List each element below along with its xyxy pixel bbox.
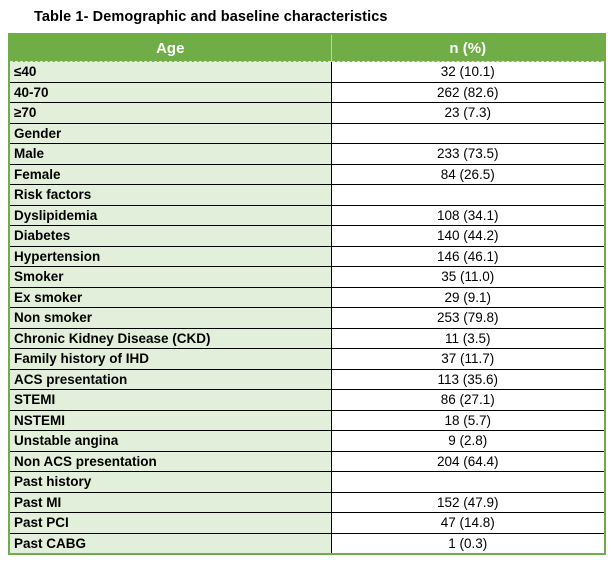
row-label: Unstable angina <box>9 430 332 452</box>
row-value <box>331 123 605 144</box>
row-value <box>331 471 605 493</box>
table-row: Past history <box>9 471 605 493</box>
row-label: Non ACS presentation <box>9 451 332 472</box>
table-row: STEMI 86 (27.1) <box>9 389 605 411</box>
row-value: 262 (82.6) <box>331 82 605 103</box>
table-row: Past CABG 1 (0.3) <box>9 533 605 554</box>
table-row: Family history of IHD 37 (11.7) <box>9 348 605 370</box>
row-value: 1 (0.3) <box>331 533 605 554</box>
row-label: STEMI <box>9 389 332 411</box>
row-value: 47 (14.8) <box>331 512 605 534</box>
row-value: 18 (5.7) <box>331 410 605 431</box>
row-value: 204 (64.4) <box>331 451 605 472</box>
row-label: ≤40 <box>9 61 332 83</box>
row-label: Gender <box>9 123 332 144</box>
row-value: 152 (47.9) <box>331 492 605 513</box>
row-label: 40-70 <box>9 82 332 103</box>
row-value: 84 (26.5) <box>331 164 605 185</box>
row-value: 113 (35.6) <box>331 369 605 390</box>
table-row: Gender <box>9 123 605 144</box>
table-row: ≤40 32 (10.1) <box>9 61 605 83</box>
row-label: Smoker <box>9 266 332 288</box>
column-header-age: Age <box>9 34 332 62</box>
table-row: Female 84 (26.5) <box>9 164 605 185</box>
row-label: Past MI <box>9 492 332 513</box>
row-label: Family history of IHD <box>9 348 332 370</box>
table-row: Smoker 35 (11.0) <box>9 266 605 288</box>
table-row: Past PCI 47 (14.8) <box>9 512 605 534</box>
column-header-n-percent: n (%) <box>331 34 605 62</box>
row-value: 37 (11.7) <box>331 348 605 370</box>
table-row: ACS presentation 113 (35.6) <box>9 369 605 390</box>
table-row: Non smoker 253 (79.8) <box>9 307 605 329</box>
table-body: ≤40 32 (10.1) 40-70 262 (82.6) ≥70 23 (7.3) Ge… <box>9 61 605 554</box>
row-value: 11 (3.5) <box>331 328 605 349</box>
row-label: Female <box>9 164 332 185</box>
row-value: 23 (7.3) <box>331 102 605 124</box>
header-row: Age n (%) <box>9 34 605 62</box>
table-row: Unstable angina 9 (2.8) <box>9 430 605 452</box>
page: Table 1- Demographic and baseline charac… <box>0 9 612 567</box>
table-row: Ex smoker 29 (9.1) <box>9 287 605 308</box>
table-row: Risk factors <box>9 184 605 206</box>
row-value: 140 (44.2) <box>331 225 605 247</box>
row-label: NSTEMI <box>9 410 332 431</box>
row-value: 32 (10.1) <box>331 61 605 83</box>
table-row: 40-70 262 (82.6) <box>9 82 605 103</box>
row-value <box>331 184 605 206</box>
row-value: 86 (27.1) <box>331 389 605 411</box>
row-label: Past history <box>9 471 332 493</box>
table-title: Table 1- Demographic and baseline charac… <box>34 9 388 25</box>
row-value: 108 (34.1) <box>331 205 605 226</box>
row-label: ACS presentation <box>9 369 332 390</box>
row-label: Past PCI <box>9 512 332 534</box>
table-row: Chronic Kidney Disease (CKD) 11 (3.5) <box>9 328 605 349</box>
table-row: Past MI 152 (47.9) <box>9 492 605 513</box>
row-value: 9 (2.8) <box>331 430 605 452</box>
table-row: Dyslipidemia 108 (34.1) <box>9 205 605 226</box>
table-row: Male 233 (73.5) <box>9 143 605 165</box>
table-row: Diabetes 140 (44.2) <box>9 225 605 247</box>
table-row: ≥70 23 (7.3) <box>9 102 605 124</box>
row-label: Ex smoker <box>9 287 332 308</box>
row-label: ≥70 <box>9 102 332 124</box>
row-label: Male <box>9 143 332 165</box>
row-value: 253 (79.8) <box>331 307 605 329</box>
table-row: Hypertension 146 (46.1) <box>9 246 605 267</box>
row-label: Non smoker <box>9 307 332 329</box>
row-value: 146 (46.1) <box>331 246 605 267</box>
table-row: NSTEMI 18 (5.7) <box>9 410 605 431</box>
table-row: Non ACS presentation 204 (64.4) <box>9 451 605 472</box>
row-label: Past CABG <box>9 533 332 554</box>
row-value: 35 (11.0) <box>331 266 605 288</box>
row-label: Hypertension <box>9 246 332 267</box>
row-label: Diabetes <box>9 225 332 247</box>
row-label: Risk factors <box>9 184 332 206</box>
row-value: 233 (73.5) <box>331 143 605 165</box>
demographics-table: Age n (%) ≤40 32 (10.1) 40-70 262 (82.6) ≥70… <box>8 33 606 555</box>
row-label: Dyslipidemia <box>9 205 332 226</box>
row-value: 29 (9.1) <box>331 287 605 308</box>
row-label: Chronic Kidney Disease (CKD) <box>9 328 332 349</box>
